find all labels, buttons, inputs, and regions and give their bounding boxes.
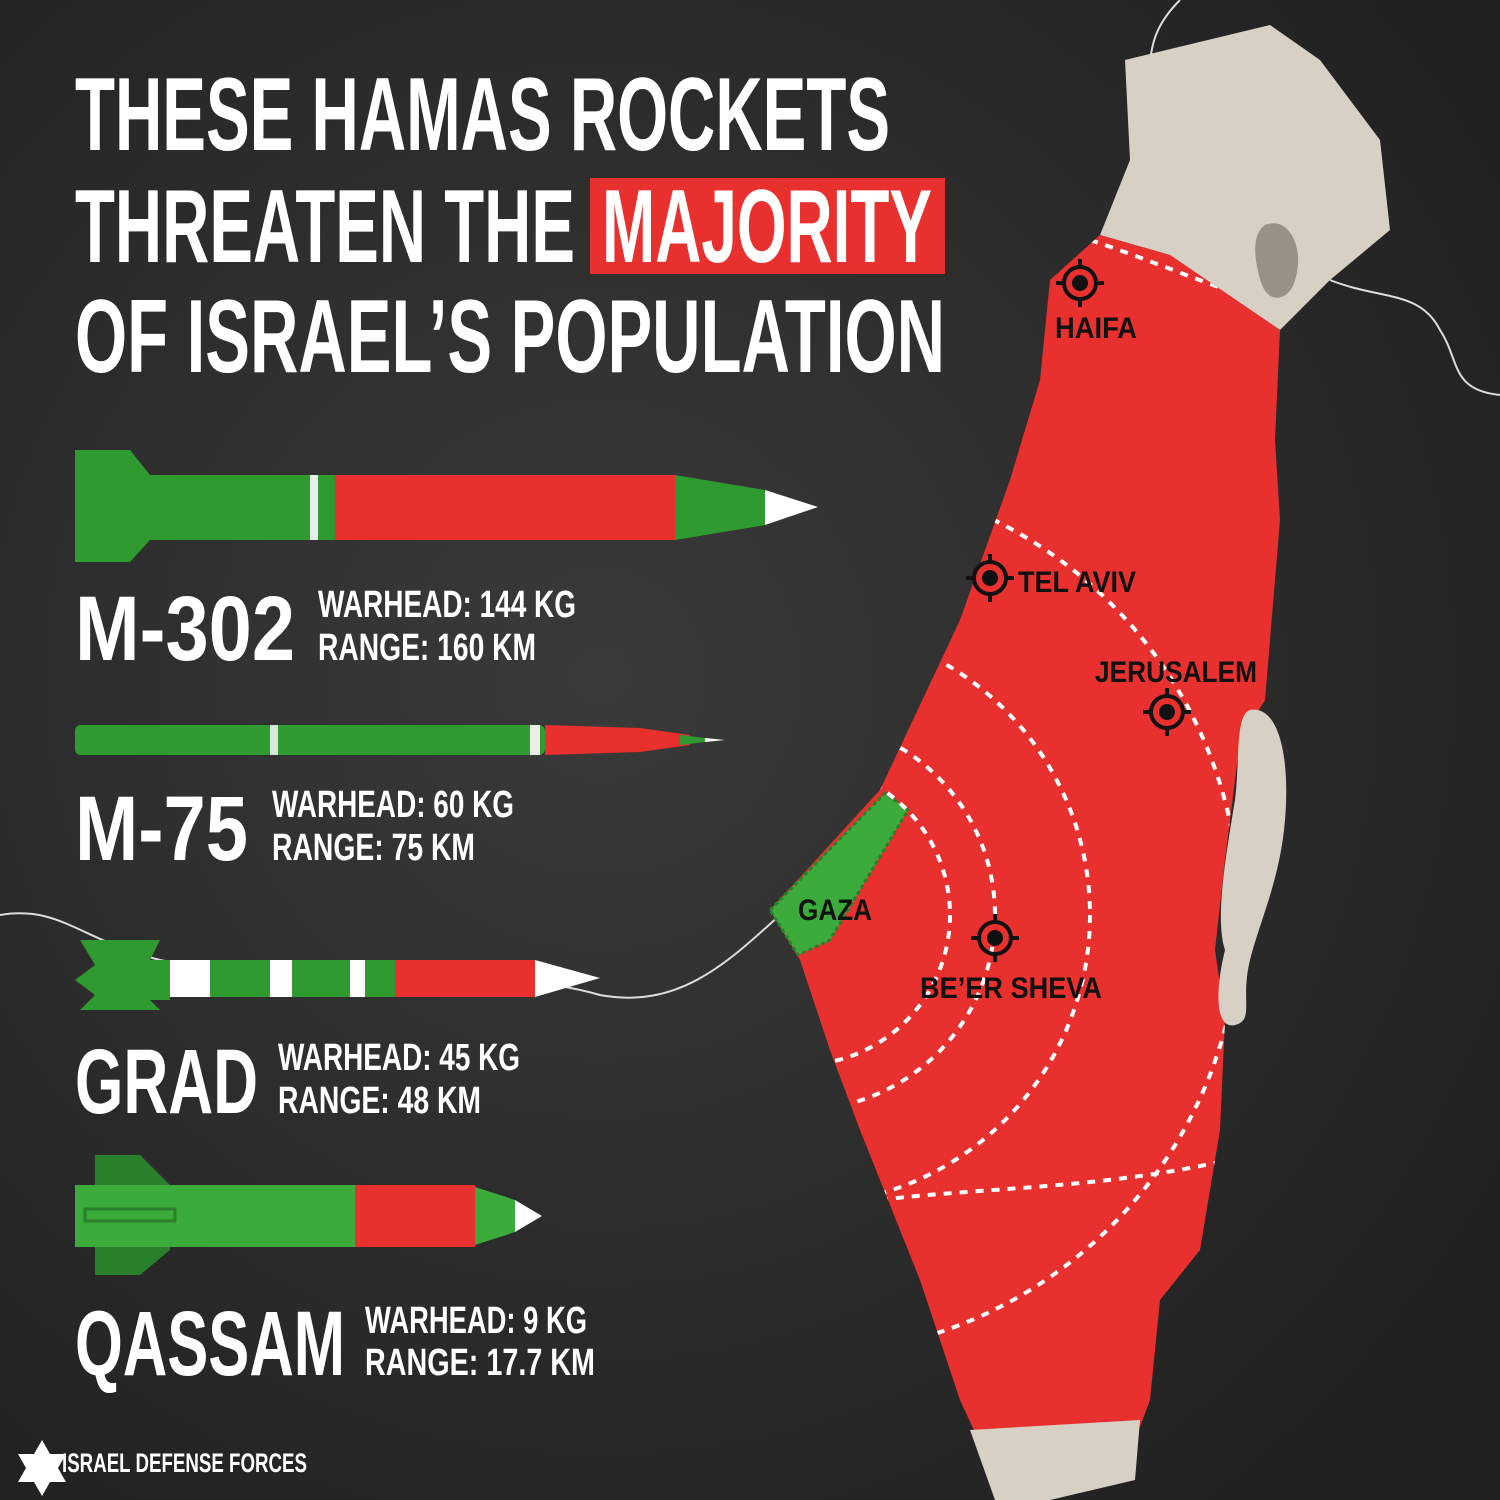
- rocket-name: M-75: [75, 778, 248, 880]
- city-label: HAIFA: [1055, 312, 1137, 345]
- city-markers: [966, 259, 1191, 962]
- range-ring: [879, 1138, 1280, 1202]
- dead-sea: [1218, 709, 1287, 1026]
- city-label: BE’ER SHEVA: [920, 972, 1102, 1005]
- city-label: JERUSALEM: [1095, 656, 1257, 689]
- rocket-drawings: [75, 450, 818, 1275]
- rocket-warhead: WARHEAD: 144 KG: [318, 584, 576, 626]
- rocket-range: RANGE: 17.7 KM: [365, 1342, 595, 1384]
- rocket-m75: [75, 725, 725, 755]
- title-highlight: MAJORITY: [602, 169, 932, 285]
- title-line: THESE HAMAS ROCKETS: [75, 57, 890, 173]
- rocket-warhead: WARHEAD: 60 KG: [272, 784, 514, 826]
- footer: ISRAEL DEFENSE FORCES: [18, 1440, 307, 1496]
- target: [966, 554, 1014, 602]
- rocket-name: M-302: [75, 578, 295, 680]
- gaza-strip: [768, 791, 910, 957]
- city-label: TEL AVIV: [1018, 566, 1136, 599]
- rocket-qassam: [75, 1155, 542, 1275]
- rocket-name: GRAD: [75, 1031, 258, 1133]
- target: [1056, 259, 1104, 307]
- israel: [770, 235, 1280, 1470]
- highlight-box: [590, 178, 945, 274]
- title-line: THREATEN THE: [75, 169, 575, 285]
- footer-org: ISRAEL DEFENSE FORCES: [62, 1448, 307, 1478]
- rocket-warhead: WARHEAD: 45 KG: [278, 1037, 520, 1079]
- rocket-warhead: WARHEAD: 9 KG: [365, 1300, 587, 1342]
- city-label: GAZA: [798, 894, 872, 927]
- title-line: OF ISRAEL’S POPULATION: [75, 279, 945, 395]
- south-tip: [970, 1420, 1140, 1500]
- target: [971, 914, 1019, 962]
- logo: [18, 1440, 66, 1496]
- rocket-grad: [75, 940, 600, 1010]
- sea-of-galilee: [1255, 223, 1299, 298]
- target: [1143, 688, 1191, 736]
- rocket-name: QASSAM: [75, 1293, 345, 1395]
- rocket-range: RANGE: 160 KM: [318, 627, 536, 669]
- rocket-m302: [75, 450, 818, 562]
- header: THESE HAMAS ROCKETS THREATEN THE MAJORIT…: [75, 57, 945, 395]
- rocket-range: RANGE: 48 KM: [278, 1080, 481, 1122]
- north-land: [1100, 25, 1390, 330]
- rocket-range: RANGE: 75 KM: [272, 827, 475, 869]
- map: HAIFA TEL AVIV JERUSALEM GAZA BE’ER SHEV…: [768, 25, 1390, 1500]
- rocket-labels: M-302 WARHEAD: 144 KG RANGE: 160 KM M-75…: [75, 578, 595, 1395]
